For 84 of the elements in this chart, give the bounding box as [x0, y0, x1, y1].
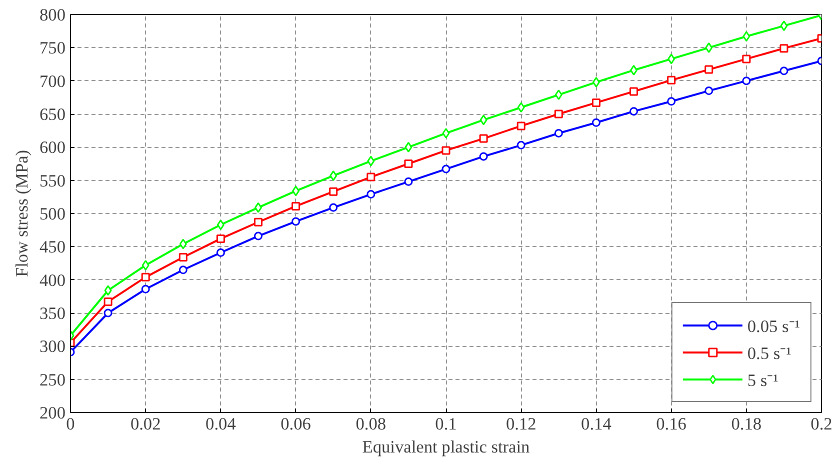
point [367, 156, 375, 166]
point [292, 217, 300, 226]
point [554, 90, 562, 100]
y-tick-label: 550 [40, 171, 66, 190]
point [516, 122, 526, 130]
point [216, 220, 224, 230]
point [404, 160, 413, 168]
point [630, 107, 638, 116]
legend-label: 0.5 s⁻¹ [747, 343, 792, 364]
point [404, 177, 413, 186]
point [292, 202, 300, 210]
x-tick-label: 0 [66, 414, 75, 434]
point [104, 308, 112, 318]
point [404, 142, 412, 152]
x-tick-label: 0.2 [810, 414, 832, 434]
point [480, 114, 488, 126]
x-tick-label: 0.14 [581, 414, 612, 434]
x-tick-label: 0.12 [506, 414, 536, 434]
point [179, 238, 187, 250]
y-tick-label: 750 [40, 38, 66, 58]
x-tick-label: 0.06 [280, 414, 312, 434]
y-tick-label: 600 [40, 138, 66, 158]
x-tick-label: 0.02 [130, 414, 161, 434]
point [592, 118, 600, 127]
y-tick-label: 700 [40, 72, 66, 91]
point [517, 102, 525, 113]
point [704, 86, 714, 96]
x-tick-label: 0.08 [356, 414, 386, 434]
y-axis-title: Flow stress (MPa) [12, 150, 32, 278]
point [330, 170, 338, 181]
point [442, 146, 450, 155]
y-tick-label: 400 [40, 270, 66, 290]
point [442, 164, 450, 174]
y-tick-label: 200 [40, 404, 66, 422]
point [216, 248, 225, 257]
point [742, 54, 751, 64]
point [142, 260, 150, 270]
y-tick-label: 500 [40, 204, 66, 224]
y-tick-label: 250 [40, 370, 66, 390]
point [254, 218, 262, 226]
point [442, 128, 450, 138]
point [178, 253, 188, 262]
point [742, 76, 751, 86]
point [366, 172, 376, 182]
point [104, 297, 112, 306]
x-tick-label: 0.1 [435, 414, 457, 434]
point [780, 66, 788, 76]
point [667, 76, 676, 84]
point [216, 234, 225, 243]
point [667, 97, 676, 106]
point [668, 54, 676, 64]
y-tick-label: 300 [40, 337, 66, 356]
point [329, 203, 338, 212]
point [104, 285, 112, 296]
point [329, 187, 338, 196]
point [704, 65, 714, 74]
y-tick-label: 350 [40, 304, 66, 323]
legend-label: 5 s⁻¹ [747, 370, 778, 391]
x-tick-label: 0.16 [656, 414, 687, 434]
point [366, 190, 376, 199]
y-tick-label: 650 [40, 105, 66, 124]
point [516, 140, 526, 150]
point [178, 266, 188, 274]
point [254, 232, 262, 240]
point [141, 272, 150, 282]
point [705, 42, 713, 53]
point [479, 152, 488, 161]
point [292, 186, 300, 196]
point [592, 76, 600, 88]
point [554, 110, 563, 118]
point [479, 134, 488, 143]
y-tick-label: 800 [40, 6, 66, 24]
point [780, 44, 788, 53]
point [554, 128, 563, 138]
point [630, 87, 638, 96]
x-tick-label: 0.18 [731, 414, 762, 434]
y-tick-label: 450 [40, 238, 66, 257]
point [141, 284, 150, 294]
legend-label: 0.05 s⁻¹ [747, 316, 800, 337]
x-tick-label: 0.04 [206, 414, 236, 434]
point [742, 31, 750, 42]
point [592, 98, 600, 107]
x-axis-title: Equivalent plastic strain [362, 438, 530, 456]
point [780, 20, 788, 32]
